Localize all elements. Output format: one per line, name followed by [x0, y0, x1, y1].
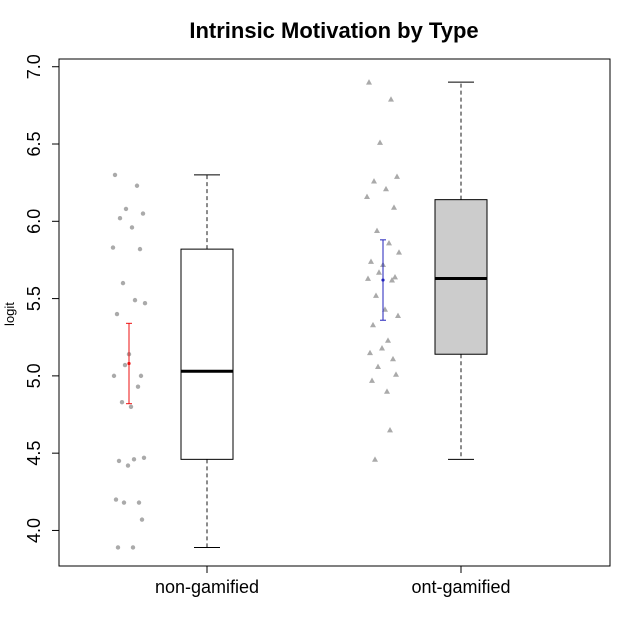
y-tick-label: 5.5	[24, 286, 44, 311]
data-point	[374, 227, 380, 233]
data-point	[115, 545, 121, 550]
data-point	[395, 312, 401, 318]
data-point	[138, 373, 144, 379]
data-point	[114, 311, 120, 317]
y-axis-label: logit	[2, 302, 17, 326]
data-point	[384, 388, 390, 394]
data-point	[130, 545, 136, 550]
data-point	[112, 172, 118, 178]
y-tick-label: 7.0	[24, 54, 44, 79]
data-point	[392, 273, 398, 280]
iqr-box	[180, 248, 234, 460]
data-point	[383, 185, 389, 192]
data-point	[370, 321, 376, 328]
mean-point	[381, 278, 385, 282]
data-point	[385, 337, 391, 343]
data-point	[137, 246, 143, 252]
data-point	[131, 457, 137, 462]
data-point	[141, 455, 147, 460]
data-point	[371, 178, 377, 184]
data-point	[387, 426, 393, 433]
data-point	[390, 355, 396, 362]
data-point	[142, 301, 148, 306]
data-point	[369, 377, 375, 383]
data-point	[129, 225, 135, 230]
data-point	[134, 183, 140, 188]
x-tick-label: ont-gamified	[411, 577, 510, 597]
data-point	[376, 269, 382, 275]
data-point	[128, 404, 134, 409]
y-tick-label: 6.5	[24, 131, 44, 156]
data-point	[139, 517, 145, 522]
chart-title: Intrinsic Motivation by Type	[189, 18, 478, 43]
data-point	[122, 362, 128, 368]
data-point	[111, 373, 117, 379]
mean-point	[127, 361, 131, 366]
data-point	[394, 173, 400, 179]
data-point	[366, 79, 372, 85]
data-point	[364, 193, 370, 199]
data-point	[377, 139, 383, 145]
plot-marks	[110, 79, 488, 550]
data-point	[365, 275, 371, 281]
data-point	[373, 292, 379, 298]
data-point	[120, 280, 126, 286]
data-point	[123, 206, 129, 212]
data-point	[116, 458, 122, 464]
data-point	[113, 497, 119, 502]
data-point	[110, 245, 116, 250]
data-point	[372, 456, 378, 462]
data-point	[117, 216, 123, 221]
data-point	[132, 297, 138, 303]
data-point	[140, 211, 146, 216]
y-axis: 4.0 4.5 5.0 5.5 6.0 6.5 7.0	[24, 54, 59, 543]
y-tick-label: 5.0	[24, 363, 44, 388]
iqr-box	[434, 199, 488, 355]
data-point	[393, 371, 399, 377]
data-point	[396, 249, 402, 255]
data-point	[389, 277, 395, 283]
data-point	[379, 345, 385, 351]
data-point	[125, 463, 131, 468]
data-point	[386, 239, 392, 246]
data-point	[368, 258, 374, 264]
y-tick-label: 4.0	[24, 518, 44, 543]
data-point	[391, 204, 397, 210]
data-point	[375, 363, 381, 370]
data-point	[136, 500, 142, 505]
y-tick-label: 6.0	[24, 209, 44, 234]
x-axis: non-gamified ont-gamified	[155, 566, 511, 597]
plot-frame	[58, 58, 611, 567]
data-point	[367, 349, 373, 356]
data-point	[135, 384, 141, 389]
data-point	[119, 399, 125, 405]
x-tick-label: non-gamified	[155, 577, 259, 597]
y-tick-label: 4.5	[24, 441, 44, 466]
data-point	[121, 500, 127, 505]
data-point	[388, 96, 394, 102]
